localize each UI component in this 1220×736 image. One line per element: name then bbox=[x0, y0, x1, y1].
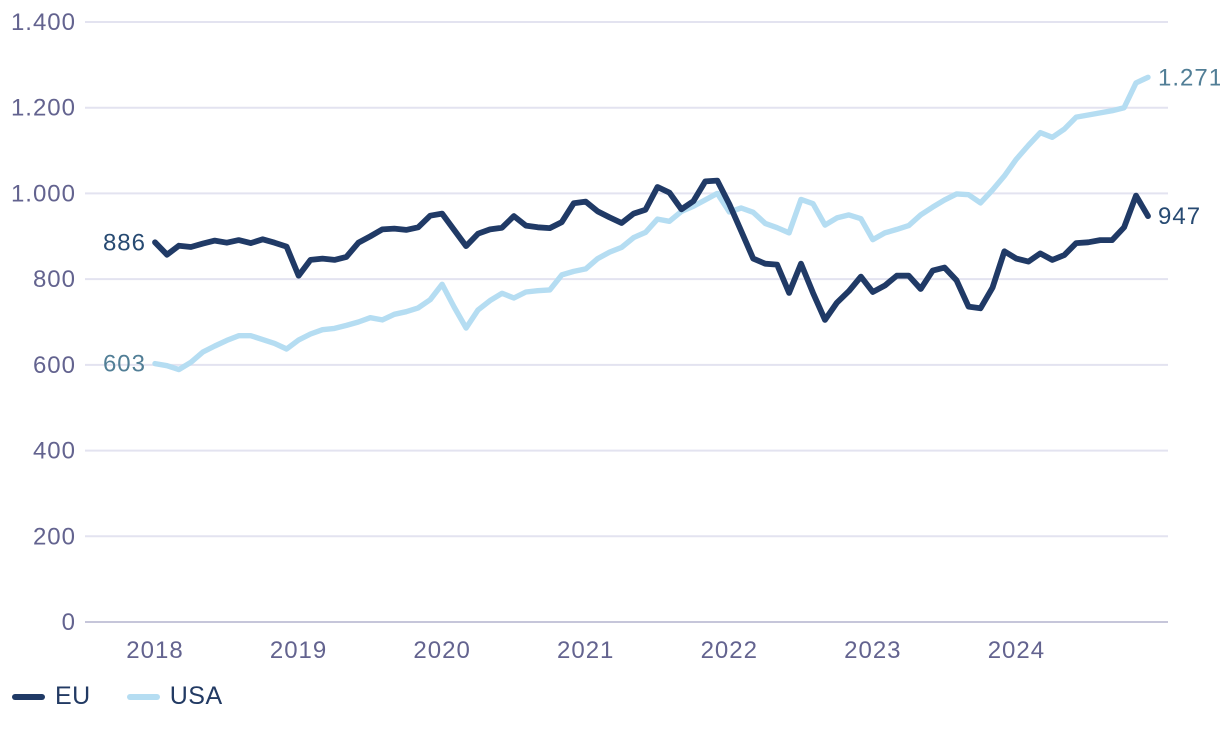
y-tick-label: 1.200 bbox=[11, 95, 76, 122]
usa-start-value-label: 603 bbox=[103, 351, 146, 378]
usa-series-line bbox=[152, 74, 1151, 373]
eu-series-swatch bbox=[12, 693, 45, 700]
y-tick-label: 400 bbox=[33, 438, 76, 465]
x-year-label: 2018 bbox=[126, 637, 183, 664]
eu-end-value-label: 947 bbox=[1158, 203, 1201, 230]
eu-series-line bbox=[152, 177, 1151, 323]
y-tick-label: 1.400 bbox=[11, 9, 76, 36]
usa-series-swatch bbox=[126, 693, 160, 700]
legend-item-usa[interactable]: USA bbox=[126, 682, 223, 711]
usa-end-value-label: 1.271 bbox=[1158, 64, 1220, 91]
eu-series-label: EU bbox=[55, 682, 91, 710]
x-year-label: 2020 bbox=[413, 637, 470, 664]
x-year-label: 2024 bbox=[988, 637, 1045, 664]
y-tick-label: 0 bbox=[62, 609, 76, 636]
x-year-label: 2019 bbox=[270, 637, 327, 664]
x-year-label: 2022 bbox=[701, 637, 758, 664]
y-tick-label: 200 bbox=[33, 523, 76, 550]
y-tick-label: 1.000 bbox=[11, 180, 76, 207]
y-tick-label: 800 bbox=[33, 266, 76, 293]
chart-legend: EU USA bbox=[12, 682, 223, 711]
usa-series-label: USA bbox=[169, 682, 223, 710]
eu-start-value-label: 886 bbox=[103, 229, 146, 256]
x-year-label: 2021 bbox=[557, 637, 614, 664]
legend-item-eu[interactable]: EU bbox=[12, 682, 91, 711]
y-tick-label: 600 bbox=[33, 352, 76, 379]
x-year-label: 2023 bbox=[844, 637, 901, 664]
